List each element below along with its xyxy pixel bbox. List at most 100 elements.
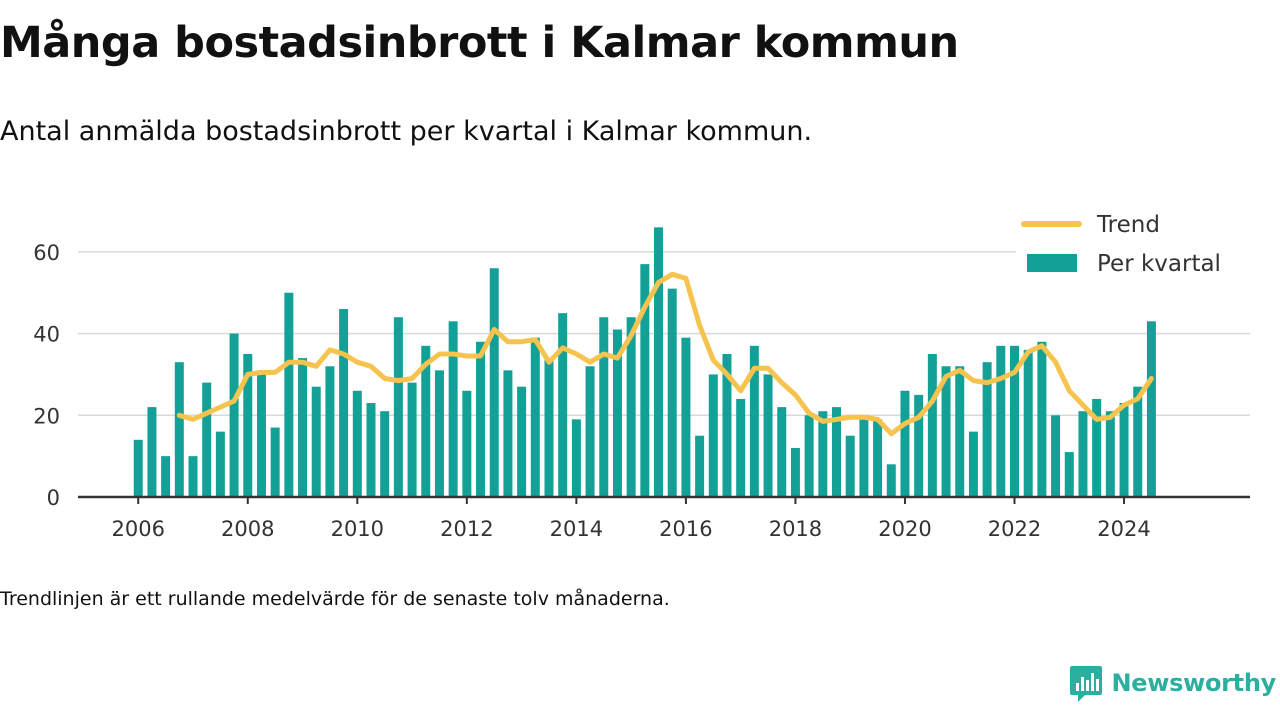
bar (530, 337, 540, 497)
x-tick-label: 2016 (659, 517, 712, 541)
bar (832, 407, 842, 497)
bar (927, 354, 937, 497)
x-tick-label: 2022 (988, 517, 1041, 541)
bar (695, 435, 705, 497)
bar (366, 403, 376, 497)
bar (941, 366, 951, 497)
bar (873, 419, 883, 497)
bar (612, 329, 622, 497)
bar (1119, 403, 1129, 497)
bar (448, 321, 458, 497)
footnote: Trendlinjen är ett rullande medelvärde f… (0, 588, 670, 610)
bar (476, 341, 486, 497)
legend-bar-label: Per kvartal (1097, 251, 1221, 277)
x-tick-label: 2014 (550, 517, 603, 541)
chart-title: Många bostadsinbrott i Kalmar kommun (0, 18, 959, 68)
bar (667, 288, 677, 497)
bar (407, 382, 417, 497)
bar (777, 407, 787, 497)
bar (626, 317, 636, 497)
bar (352, 390, 362, 497)
y-tick-label: 0 (47, 486, 60, 510)
bar (599, 317, 609, 497)
x-tick-label: 2010 (331, 517, 384, 541)
bar (421, 345, 431, 497)
bar (749, 345, 759, 497)
y-tick-label: 60 (33, 241, 60, 265)
bar (914, 394, 924, 497)
bar (804, 415, 814, 497)
legend: Trend Per kvartal (1016, 206, 1250, 290)
x-tick-label: 2006 (112, 517, 165, 541)
x-tick-label: 2020 (878, 517, 931, 541)
bar (325, 366, 335, 497)
bar (1092, 398, 1102, 497)
bar (434, 370, 444, 497)
bar (996, 345, 1006, 497)
x-tick-label: 2012 (440, 517, 493, 541)
bar (640, 264, 650, 497)
bar (188, 456, 198, 497)
bar (544, 358, 554, 497)
bar (462, 390, 472, 497)
legend-bar-swatch (1027, 254, 1077, 272)
bar (558, 313, 568, 497)
bar (1078, 411, 1088, 497)
bar (585, 366, 595, 497)
bar (393, 317, 403, 497)
bar (229, 333, 239, 497)
bar (955, 366, 965, 497)
bar (736, 398, 746, 497)
bar (174, 362, 184, 497)
bar (1051, 415, 1061, 497)
brand-name: Newsworthy (1111, 669, 1276, 697)
bar (161, 456, 171, 497)
bar (517, 386, 527, 497)
bar (886, 464, 896, 497)
bar (818, 411, 828, 497)
bar (311, 386, 321, 497)
bar (654, 227, 664, 498)
bar (503, 370, 513, 497)
axes: 0 20 40 60 2006 2008 2010 2012 2014 2016 2018 2020 2… (33, 241, 1250, 541)
bar (1146, 321, 1156, 497)
brand-logo: Newsworthy (1069, 663, 1276, 703)
bar (681, 337, 691, 497)
bar (571, 419, 581, 497)
trend-line (176, 271, 1154, 437)
legend-trend-label: Trend (1096, 212, 1160, 238)
bar (968, 431, 978, 497)
x-tick-label: 2018 (769, 517, 822, 541)
bar (1064, 452, 1074, 497)
bar (339, 309, 349, 497)
bar (845, 435, 855, 497)
bar (1105, 411, 1115, 497)
bar (380, 411, 390, 497)
bar (489, 268, 499, 497)
bar (284, 292, 294, 497)
bar (298, 358, 308, 497)
bar (133, 439, 143, 497)
bar (708, 374, 718, 497)
x-tick-label: 2008 (221, 517, 274, 541)
bar (1037, 341, 1047, 497)
y-tick-label: 20 (33, 404, 60, 428)
bar (270, 427, 280, 497)
bar (202, 382, 212, 497)
bar (215, 431, 225, 497)
bar (982, 362, 992, 497)
bar (1023, 349, 1033, 497)
bar (900, 390, 910, 497)
bar (1133, 386, 1143, 497)
bar (859, 415, 869, 497)
chart-subtitle: Antal anmälda bostadsinbrott per kvartal… (0, 116, 813, 147)
bar (256, 374, 266, 497)
bar (722, 354, 732, 497)
bar (147, 407, 157, 497)
y-tick-label: 40 (33, 323, 60, 347)
bar-series (133, 227, 1156, 498)
bar (243, 354, 253, 497)
newsworthy-icon (1070, 666, 1103, 702)
bar (1010, 345, 1020, 497)
trend-series (176, 271, 1154, 437)
